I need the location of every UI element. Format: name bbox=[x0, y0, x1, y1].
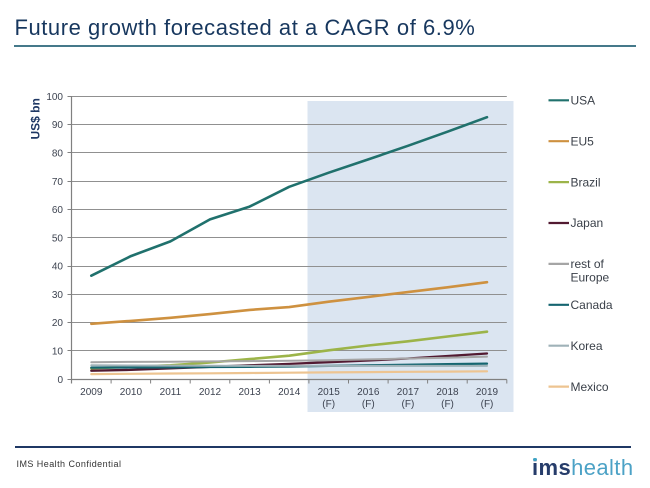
svg-text:USA: USA bbox=[571, 94, 596, 108]
svg-text:80: 80 bbox=[52, 149, 64, 160]
svg-text:Mexico: Mexico bbox=[571, 380, 609, 394]
svg-text:Korea: Korea bbox=[571, 339, 603, 353]
svg-text:2016: 2016 bbox=[357, 387, 380, 398]
svg-text:(F): (F) bbox=[481, 399, 494, 410]
svg-text:2009: 2009 bbox=[80, 387, 103, 398]
svg-text:40: 40 bbox=[52, 262, 64, 273]
svg-text:50: 50 bbox=[52, 233, 64, 244]
svg-text:2010: 2010 bbox=[120, 387, 143, 398]
svg-text:2013: 2013 bbox=[238, 387, 261, 398]
svg-text:Brazil: Brazil bbox=[571, 175, 601, 189]
svg-text:US$ bn: US$ bn bbox=[29, 98, 43, 139]
svg-text:70: 70 bbox=[52, 177, 64, 188]
svg-text:rest of: rest of bbox=[571, 257, 605, 271]
svg-text:90: 90 bbox=[52, 120, 64, 131]
svg-text:(F): (F) bbox=[402, 399, 415, 410]
svg-text:10: 10 bbox=[52, 347, 64, 358]
svg-text:Canada: Canada bbox=[571, 298, 613, 312]
svg-text:20: 20 bbox=[52, 318, 64, 329]
svg-text:2015: 2015 bbox=[318, 387, 341, 398]
svg-text:2012: 2012 bbox=[199, 387, 222, 398]
svg-text:Europe: Europe bbox=[571, 270, 610, 284]
svg-text:2017: 2017 bbox=[397, 387, 420, 398]
svg-text:2011: 2011 bbox=[160, 387, 182, 398]
svg-text:30: 30 bbox=[52, 290, 64, 301]
svg-text:2014: 2014 bbox=[278, 387, 301, 398]
svg-text:EU5: EU5 bbox=[571, 134, 595, 148]
svg-text:0: 0 bbox=[57, 375, 63, 386]
svg-text:60: 60 bbox=[52, 205, 64, 216]
svg-text:2018: 2018 bbox=[436, 387, 459, 398]
svg-text:(F): (F) bbox=[322, 399, 335, 410]
svg-text:(F): (F) bbox=[441, 399, 454, 410]
svg-text:(F): (F) bbox=[362, 399, 375, 410]
svg-text:Japan: Japan bbox=[571, 216, 604, 230]
svg-text:100: 100 bbox=[46, 92, 63, 103]
svg-text:2019: 2019 bbox=[476, 387, 499, 398]
